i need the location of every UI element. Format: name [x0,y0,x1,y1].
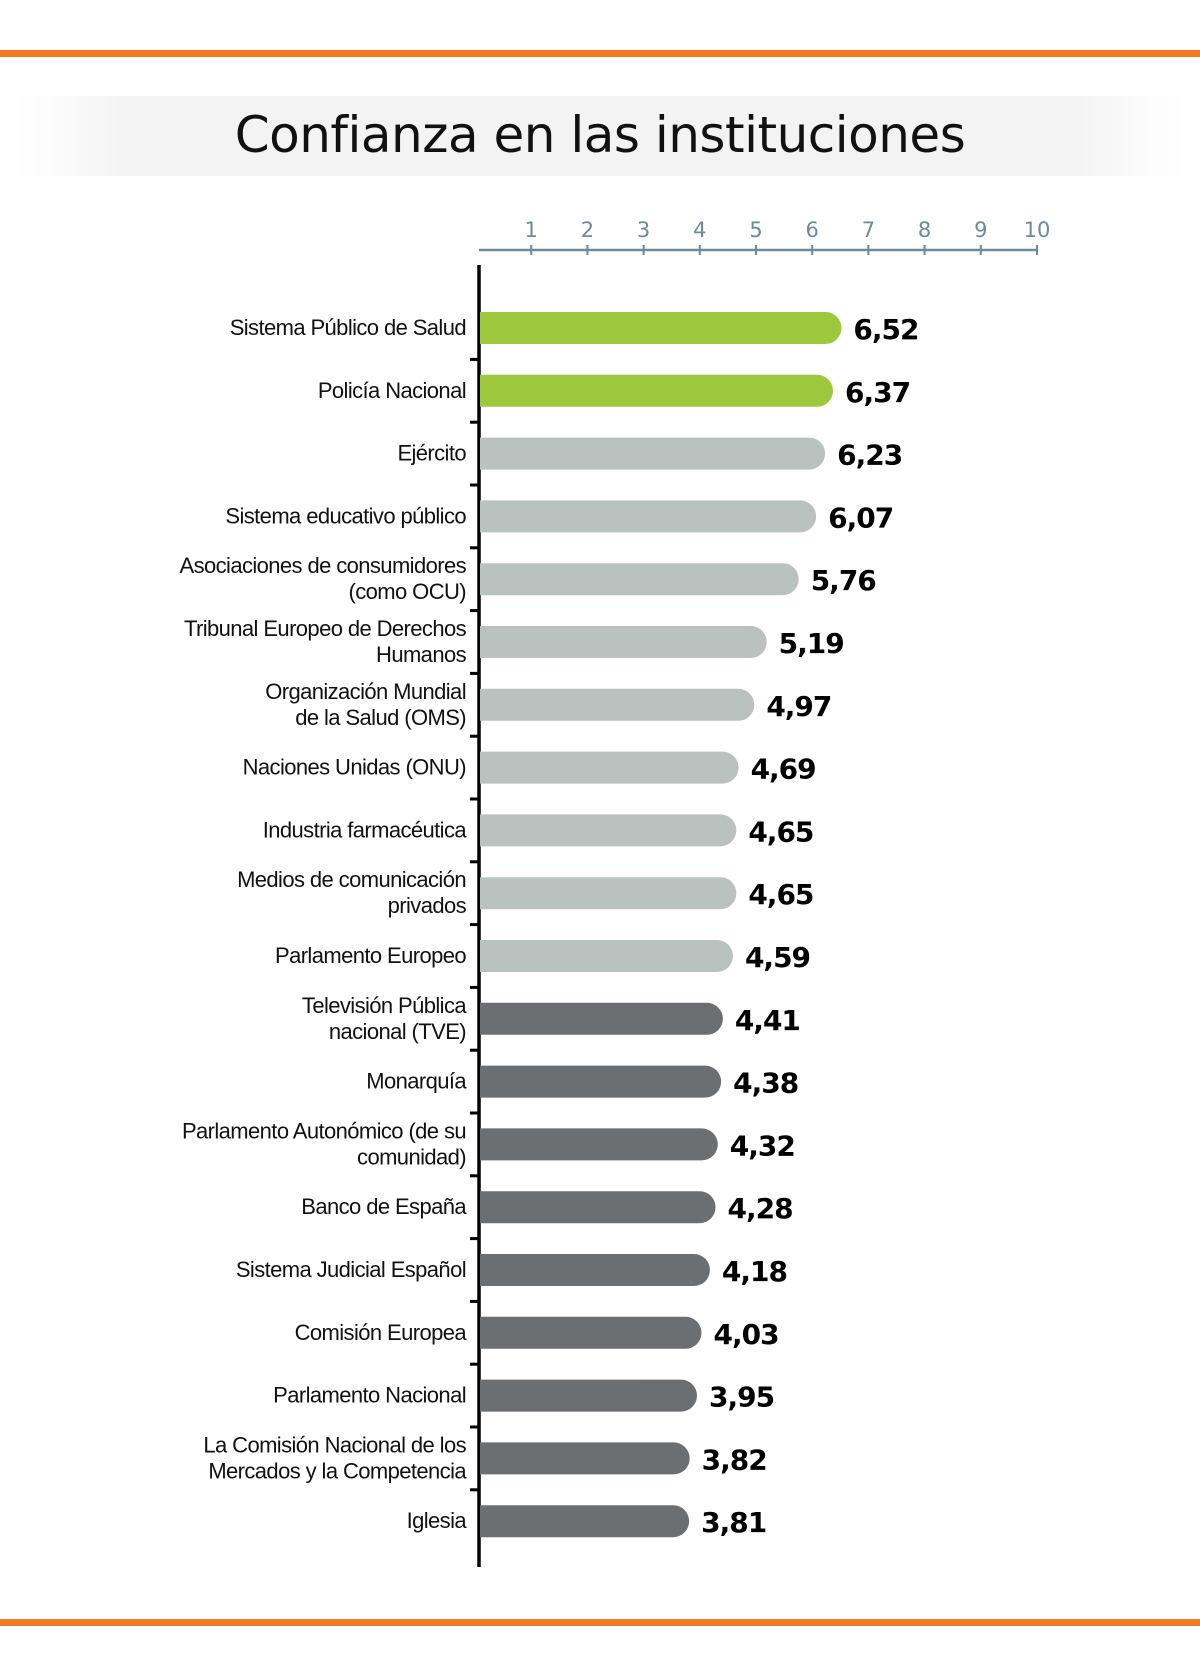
x-tick-label: 8 [918,218,931,242]
x-tick-label: 9 [974,218,987,242]
bar [480,940,733,972]
value-label: 3,82 [702,1443,767,1476]
value-label: 4,28 [728,1192,793,1225]
value-label: 4,65 [748,878,813,911]
bar [480,814,737,847]
category-label: Parlamento Nacional [273,1383,466,1408]
bar [480,1128,718,1161]
category-label: Parlamento Autonómico (de su comunidad) [182,1118,466,1169]
category-label: Organización Mundial de la Salud (OMS) [265,679,466,730]
bar [480,437,826,470]
value-label: 4,32 [730,1129,795,1162]
category-label: Sistema Judicial Español [236,1257,466,1282]
category-label: Ejército [397,441,466,466]
category-label: Medios de comunicación privados [237,867,467,918]
bar [480,1002,723,1035]
x-tick-label: 2 [581,218,594,242]
category-label: Sistema Público de Salud [230,315,466,340]
bar [480,688,755,721]
bar [480,563,799,596]
x-tick-label: 5 [749,218,762,242]
bar [480,312,842,344]
value-label: 6,23 [837,439,902,472]
category-label: Comisión Europea [295,1320,468,1345]
bar [480,1442,690,1475]
value-label: 4,65 [748,815,813,848]
value-label: 3,95 [709,1381,774,1414]
category-label: Banco de España [301,1194,467,1219]
top-orange-rule [0,50,1200,57]
value-label: 4,97 [766,690,831,723]
value-label: 6,52 [853,313,918,346]
bar [480,1191,716,1224]
bar [480,374,833,407]
value-label: 3,81 [701,1506,766,1539]
title-band [15,96,1185,176]
x-tick-label: 1 [525,218,538,242]
category-label: Asociaciones de consumidores (como OCU) [180,553,467,604]
bar [480,1379,697,1412]
category-label: Parlamento Europeo [275,943,466,968]
category-label: Policía Nacional [318,378,466,403]
value-label: 4,41 [735,1004,800,1037]
bar [480,877,737,910]
category-label: Iglesia [407,1508,468,1533]
category-label: Sistema educativo público [225,503,466,528]
value-label: 6,37 [845,376,910,409]
x-tick-label: 4 [693,218,706,242]
category-label: Monarquía [366,1069,467,1094]
chart-title: Confianza en las instituciones [234,106,966,164]
bottom-orange-rule [0,1619,1200,1626]
category-label: La Comisión Nacional de los Mercados y la… [203,1432,467,1483]
bar [480,1316,702,1349]
value-label: 6,07 [828,501,893,534]
bar [480,1065,722,1098]
bar [480,1254,710,1286]
value-label: 4,38 [733,1067,798,1100]
x-tick-label: 7 [862,218,875,242]
x-tick-label: 3 [637,218,650,242]
bar [480,1505,690,1538]
x-tick-label: 6 [806,218,819,242]
value-label: 4,18 [722,1255,787,1288]
category-label: Industria farmacéutica [263,817,468,842]
x-tick-label: 10 [1024,218,1051,242]
value-label: 5,76 [811,564,876,597]
bar [480,751,739,784]
category-label: Tribunal Europeo de Derechos Humanos [184,616,467,667]
bar [480,626,767,658]
value-label: 4,03 [713,1318,778,1351]
bar [480,500,817,533]
value-label: 5,19 [779,627,844,660]
category-label: Televisión Pública nacional (TVE) [302,993,467,1044]
value-label: 4,69 [751,753,816,786]
value-label: 4,59 [745,941,810,974]
category-label: Naciones Unidas (ONU) [243,755,466,780]
